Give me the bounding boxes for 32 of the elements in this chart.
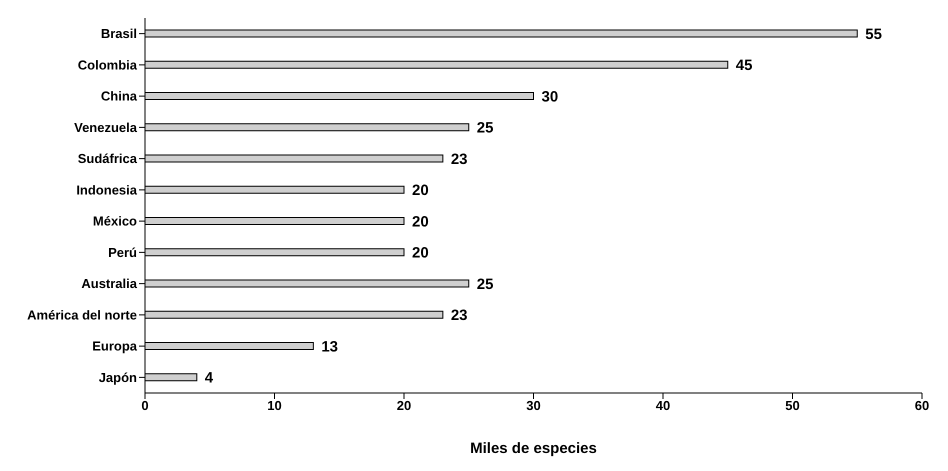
data-label: 55 [865, 26, 882, 43]
x-tick-label: 10 [267, 398, 282, 414]
x-tick-label: 20 [396, 398, 412, 414]
data-label: 4 [204, 370, 214, 387]
x-tick-label: 50 [785, 398, 800, 414]
y-tick-label: Australia [81, 276, 138, 292]
x-axis-title: Miles de especies [470, 440, 597, 457]
data-label: 20 [412, 182, 429, 200]
data-label: 25 [476, 120, 494, 137]
y-tick-label: Indonesia [76, 182, 138, 198]
y-tick-label: Perú [108, 244, 138, 260]
data-label: 20 [412, 213, 429, 230]
y-tick-label: Sudáfrica [78, 151, 138, 166]
y-tick-label: Europa [92, 338, 138, 354]
y-tick-label: Venezuela [74, 120, 138, 135]
data-label: 13 [321, 338, 338, 356]
data-label: 25 [476, 276, 494, 293]
x-tick-label: 60 [914, 398, 930, 414]
data-label: 30 [542, 88, 558, 106]
data-label: 45 [736, 57, 752, 74]
y-tick-label: Brasil [100, 26, 137, 42]
y-tick-label: Colombia [78, 57, 138, 72]
data-label: 23 [450, 307, 468, 324]
y-tick-label: México [92, 214, 138, 229]
data-label: 20 [412, 244, 429, 262]
y-tick-label: China [100, 88, 138, 104]
x-tick-label: 0 [141, 398, 149, 414]
data-label: 23 [450, 150, 468, 168]
x-tick-label: 40 [656, 398, 670, 414]
y-tick-label: Japón [98, 370, 138, 385]
x-tick-label: 30 [526, 398, 541, 414]
y-tick-label: América del norte [27, 307, 137, 322]
